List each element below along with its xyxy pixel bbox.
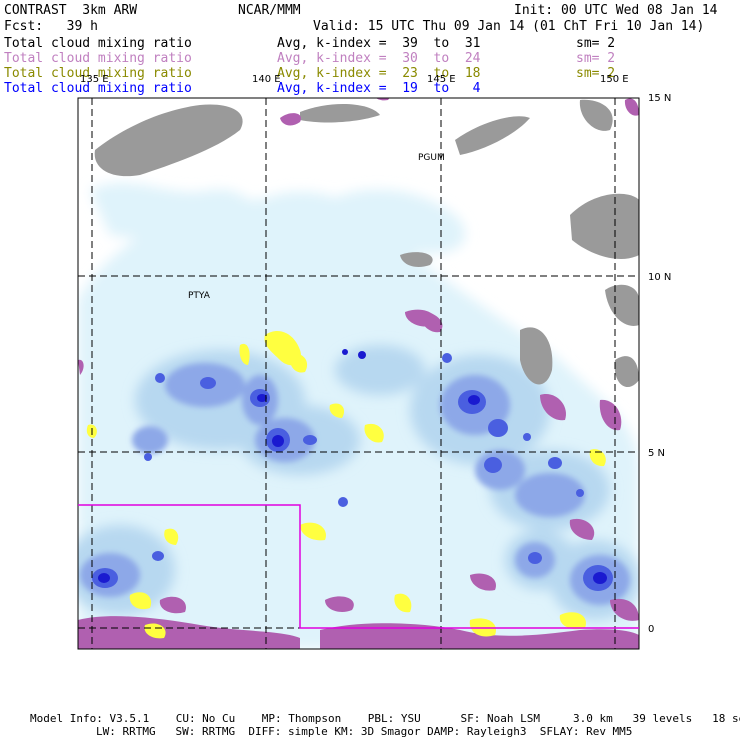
cloud-purple-layer xyxy=(78,98,639,649)
forecast-hour: Fcst: 39 h xyxy=(4,19,98,34)
field-sm-1: sm= 2 xyxy=(576,36,616,51)
field-sm-3: sm= 2 xyxy=(576,66,616,81)
field-name-1: Total cloud mixing ratio xyxy=(4,36,192,51)
cloud-base-layer xyxy=(78,182,639,649)
valid-time: Valid: 15 UTC Thu 09 Jan 14 (01 ChT Fri … xyxy=(313,19,705,34)
subdomain-boundary xyxy=(78,504,639,629)
cloud-gray-layer xyxy=(94,99,639,388)
lat-lon-grid xyxy=(78,97,639,649)
model-title: CONTRAST 3km ARW xyxy=(4,3,138,18)
lat-label-10n: 10 N xyxy=(648,272,671,283)
field-avg-4: Avg, k-index = 19 to 4 xyxy=(277,81,481,96)
station-ptya: PTYA xyxy=(188,291,211,301)
model-info-line1: Model Info: V3.5.1 CU: No Cu MP: Thompso… xyxy=(30,712,740,725)
model-info-line2: LW: RRTMG SW: RRTMG DIFF: simple KM: 3D … xyxy=(96,725,633,738)
init-time: Init: 00 UTC Wed 08 Jan 14 xyxy=(514,3,718,18)
station-pgum: PGUM xyxy=(418,153,445,163)
org-name: NCAR/MMM xyxy=(238,3,301,18)
lon-label-135e: 135 E xyxy=(80,74,109,85)
lat-label-0: 0 xyxy=(648,624,654,635)
lon-label-140e: 140 E xyxy=(252,74,281,85)
lon-label-150e: 150 E xyxy=(600,74,629,85)
cloud-yellow-layer xyxy=(86,330,606,639)
field-sm-2: sm= 2 xyxy=(576,51,616,66)
field-name-3: Total cloud mixing ratio xyxy=(4,66,192,81)
field-avg-1: Avg, k-index = 39 to 31 xyxy=(277,36,481,51)
lat-label-5n: 5 N xyxy=(648,448,665,459)
cloud-core-layer xyxy=(92,349,613,591)
lon-label-145e: 145 E xyxy=(427,74,456,85)
field-name-2: Total cloud mixing ratio xyxy=(4,51,192,66)
field-avg-2: Avg, k-index = 30 to 24 xyxy=(277,51,481,66)
cloud-field xyxy=(78,98,639,649)
field-name-4: Total cloud mixing ratio xyxy=(4,81,192,96)
field-avg-3: Avg, k-index = 23 to 18 xyxy=(277,66,481,81)
lat-label-15n: 15 N xyxy=(648,93,671,104)
